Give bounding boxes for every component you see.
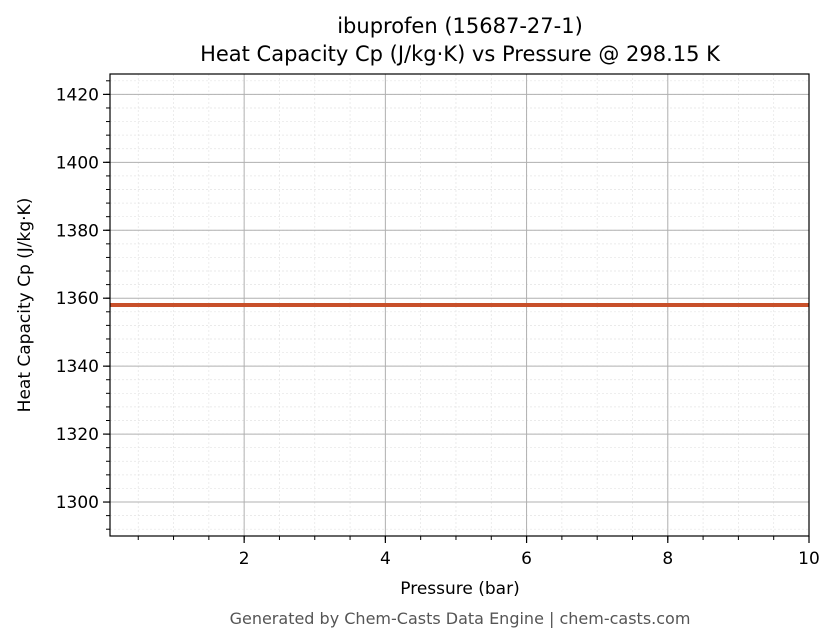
chart-title: ibuprofen (15687-27-1) xyxy=(337,14,583,38)
y-tick-label: 1340 xyxy=(56,357,99,377)
y-tick-label: 1400 xyxy=(56,153,99,173)
x-tick-label: 2 xyxy=(239,549,250,569)
y-tick-label: 1380 xyxy=(56,221,99,241)
y-tick-label: 1300 xyxy=(56,493,99,513)
x-tick-label: 10 xyxy=(798,549,820,569)
x-tick-label: 8 xyxy=(662,549,673,569)
y-tick-label: 1360 xyxy=(56,289,99,309)
x-axis-label: Pressure (bar) xyxy=(400,579,519,599)
axis-ticks: 2 4 6 8 10 1300 1320 1340 1360 1380 1400 1420 xyxy=(56,80,820,569)
x-tick-label: 4 xyxy=(380,549,391,569)
chart-subtitle: Heat Capacity Cp (J/kg·K) vs Pressure @ … xyxy=(200,42,721,66)
y-tick-label: 1420 xyxy=(56,85,99,105)
y-tick-label: 1320 xyxy=(56,425,99,445)
y-axis-label: Heat Capacity Cp (J/kg·K) xyxy=(15,198,35,413)
footer-credit: Generated by Chem-Casts Data Engine | ch… xyxy=(230,609,691,628)
x-tick-label: 6 xyxy=(521,549,532,569)
plot-frame xyxy=(109,73,810,537)
